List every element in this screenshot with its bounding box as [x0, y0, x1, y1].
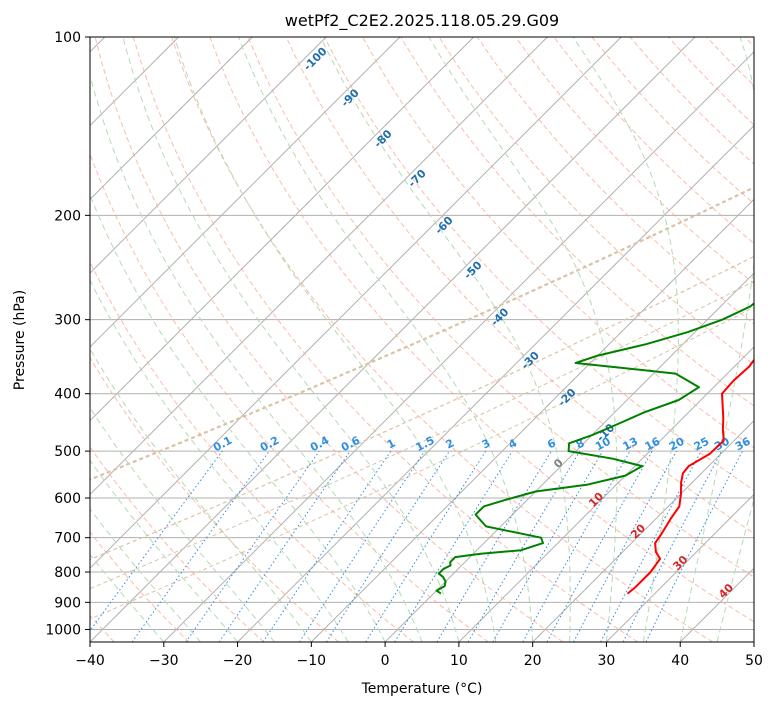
dry-adiabat-line [90, 446, 265, 642]
mixing-ratio-line [299, 450, 426, 642]
moist-adiabat-line [90, 554, 165, 642]
temperature-line [626, 358, 754, 595]
x-tick-label: 0 [381, 653, 390, 669]
y-tick-label: 400 [54, 387, 81, 403]
x-axis-ticks: −40 −30 −20 −10 0 10 20 30 40 50 [75, 642, 763, 669]
x-tick-label: −10 [297, 653, 327, 669]
x-tick-label: −40 [75, 653, 105, 669]
mixing-ratio-line [573, 450, 677, 642]
aux-curve [90, 280, 754, 590]
x-tick-label: −20 [223, 653, 253, 669]
dewpoint-line [435, 302, 754, 595]
x-tick-label: −30 [149, 653, 179, 669]
mixing-ratio-label: 20 [667, 435, 687, 454]
mixing-ratio-line [325, 450, 450, 642]
isotherm-line [90, 37, 253, 201]
dry-adiabats [90, 37, 754, 642]
y-tick-label: 500 [54, 444, 81, 460]
mixing-ratio-line [645, 450, 743, 642]
dry-adiabat-line [90, 260, 414, 642]
mixing-ratio-label: 16 [643, 435, 663, 454]
mixing-ratio-line [546, 450, 653, 642]
moist-adiabat-line [572, 37, 679, 642]
moist-adiabat-line [90, 459, 238, 642]
y-tick-label: 300 [54, 313, 81, 329]
isotherm-line [532, 419, 754, 642]
dry-adiabat-line [209, 37, 754, 623]
x-tick-label: 30 [598, 653, 616, 669]
mixing-ratio-line [218, 450, 351, 642]
dry-adiabat-line [438, 37, 754, 366]
dry-adiabat-line [362, 37, 754, 449]
mixing-ratio-line [262, 450, 392, 642]
mixing-ratio-lines [90, 450, 743, 642]
moist-adiabats [90, 37, 754, 642]
dry-adiabat-line [90, 152, 489, 642]
y-tick-label: 800 [54, 565, 81, 581]
mixing-ratio-line [185, 450, 320, 642]
chart-title: wetPf2_C2E2.2025.118.05.29.G09 [285, 11, 559, 31]
moist-adiabat-line [173, 37, 497, 642]
dry-adiabat-line [90, 356, 339, 642]
dry-adiabat-line [323, 37, 754, 491]
isotherm-line [458, 346, 754, 642]
mixing-ratio-line [131, 450, 270, 642]
moist-adiabat-line [428, 37, 618, 642]
isotherm-line [90, 37, 401, 348]
mixing-ratio-label: 25 [692, 435, 712, 454]
isotherm-line [237, 124, 754, 642]
x-tick-label: 50 [745, 653, 763, 669]
moist-adiabat-line [90, 406, 275, 642]
mixing-ratio-label: 13 [621, 435, 641, 454]
isotherm-line [163, 51, 754, 642]
x-tick-label: 20 [524, 653, 542, 669]
y-tick-label: 1000 [45, 622, 81, 638]
mixing-ratio-label: 10 [593, 435, 613, 454]
y-tick-label: 600 [54, 491, 81, 507]
y-tick-label: 700 [54, 531, 81, 547]
moist-adiabat-line [90, 73, 423, 642]
moist-adiabat-line [122, 37, 460, 642]
y-axis-ticks: 100 200 300 400 500 600 700 800 900 1000 [45, 30, 90, 638]
moist-adiabat-line [679, 37, 754, 642]
dry-adiabat-line [171, 37, 713, 642]
aux-curve [90, 186, 754, 481]
dry-adiabat-line [515, 37, 754, 285]
isotherm-line [384, 272, 754, 642]
x-tick-label: 10 [450, 653, 468, 669]
dry-adiabat-line [90, 531, 190, 642]
moist-adiabat-line [90, 347, 312, 642]
dry-adiabat-line [94, 37, 564, 642]
moist-adiabat-line [90, 193, 386, 642]
mixing-ratio-line [522, 450, 631, 642]
dry-adiabat-line [285, 37, 754, 535]
mixing-ratio-label: 36 [733, 435, 753, 454]
dry-adiabat-line [132, 37, 639, 642]
x-axis-label: Temperature (°C) [361, 681, 483, 697]
isotherm-line [90, 37, 548, 496]
y-tick-label: 200 [54, 208, 81, 224]
isotherm-line [90, 37, 327, 274]
mixing-ratio-line [394, 450, 513, 642]
moist-adiabat-line [716, 497, 754, 642]
mixing-ratio-label: 30 [712, 435, 732, 454]
y-tick-label: 900 [54, 595, 81, 611]
auxiliary-curves [90, 186, 754, 620]
plot-frame [89, 36, 755, 643]
isotherm-line [90, 37, 475, 422]
mixing-ratio-line [90, 450, 223, 632]
sounding-series [435, 302, 754, 595]
aux-curve [90, 306, 754, 620]
isotherm-line [90, 37, 622, 569]
isotherm-line [606, 493, 754, 642]
y-tick-label: 100 [54, 30, 81, 46]
moist-adiabat-line [238, 37, 534, 642]
x-tick-label: 40 [671, 653, 689, 669]
y-axis-label: Pressure (hPa) [12, 290, 28, 390]
moist-adiabat-line [90, 508, 202, 642]
